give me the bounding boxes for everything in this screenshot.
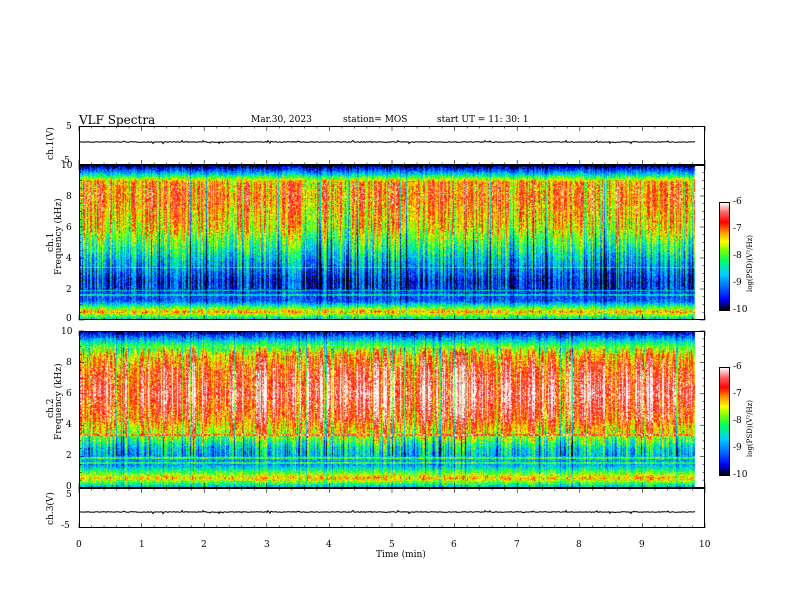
ch2-freq-tick-6: 6 [66, 389, 72, 399]
x-axis-label: Time (min) [376, 550, 426, 560]
ch1-wave-tick-top: 5 [66, 122, 72, 132]
ch1-cbar-tick-m7: -7 [733, 224, 742, 234]
ch1-colorbar [719, 202, 730, 311]
date-label: Mar.30, 2023 [251, 115, 312, 125]
ch3-wave-tick-top: 5 [66, 490, 72, 500]
ch3-waveform-panel [79, 488, 705, 528]
x-tick-8: 8 [576, 540, 582, 550]
x-tick-0: 0 [76, 540, 82, 550]
ch2-cbar-tick-m8: -8 [733, 416, 742, 426]
ch1-cbar-tick-m9: -9 [733, 278, 742, 288]
ch2-freq-tick-0: 0 [66, 482, 72, 492]
x-tick-1: 1 [139, 540, 145, 550]
ch1-cbar-tick-m10: -10 [733, 305, 748, 315]
ch1-freq-tick-10: 10 [61, 161, 73, 171]
chart-title: VLF Spectra [79, 113, 156, 127]
ch2-colorbar [719, 367, 730, 476]
ch1-freq-tick-0: 0 [66, 314, 72, 324]
ch2-freq-tick-10: 10 [61, 327, 73, 337]
ch1-freq-tick-4: 4 [66, 254, 72, 264]
start-time-label: start UT = 11: 30: 1 [437, 115, 529, 125]
station-label: station= MOS [343, 115, 408, 125]
ch2-cbar-tick-m6: -6 [733, 362, 742, 372]
ch2-cbar-tick-m10: -10 [733, 470, 748, 480]
x-tick-10: 10 [699, 540, 711, 550]
x-tick-6: 6 [451, 540, 457, 550]
ch1-freq-tick-2: 2 [66, 285, 72, 295]
ch2-freq-tick-2: 2 [66, 451, 72, 461]
x-tick-7: 7 [514, 540, 520, 550]
ch1-spectrogram [79, 165, 705, 320]
ch1-wave-tick-bottom: -5 [61, 156, 70, 166]
x-tick-9: 9 [639, 540, 645, 550]
ch2-freq-tick-4: 4 [66, 420, 72, 430]
ch2-cbar-tick-m9: -9 [733, 443, 742, 453]
x-tick-4: 4 [326, 540, 332, 550]
ch1-waveform-trace [79, 139, 696, 145]
ch2-spectrogram-canvas [80, 332, 704, 487]
ch2-cbar-tick-m7: -7 [733, 389, 742, 399]
x-tick-2: 2 [201, 540, 207, 550]
x-tick-5: 5 [389, 540, 395, 550]
ch1-spectrogram-canvas [80, 166, 704, 319]
ch1-freq-tick-8: 8 [66, 192, 72, 202]
ch3-wave-tick-bottom: -5 [61, 521, 70, 531]
ch2-freq-tick-8: 8 [66, 358, 72, 368]
ch1-cbar-tick-m8: -8 [733, 251, 742, 261]
x-tick-3: 3 [264, 540, 270, 550]
ch1-cbar-tick-m6: -6 [733, 197, 742, 207]
ch1-freq-tick-6: 6 [66, 223, 72, 233]
ch3-waveform-trace [79, 509, 696, 515]
